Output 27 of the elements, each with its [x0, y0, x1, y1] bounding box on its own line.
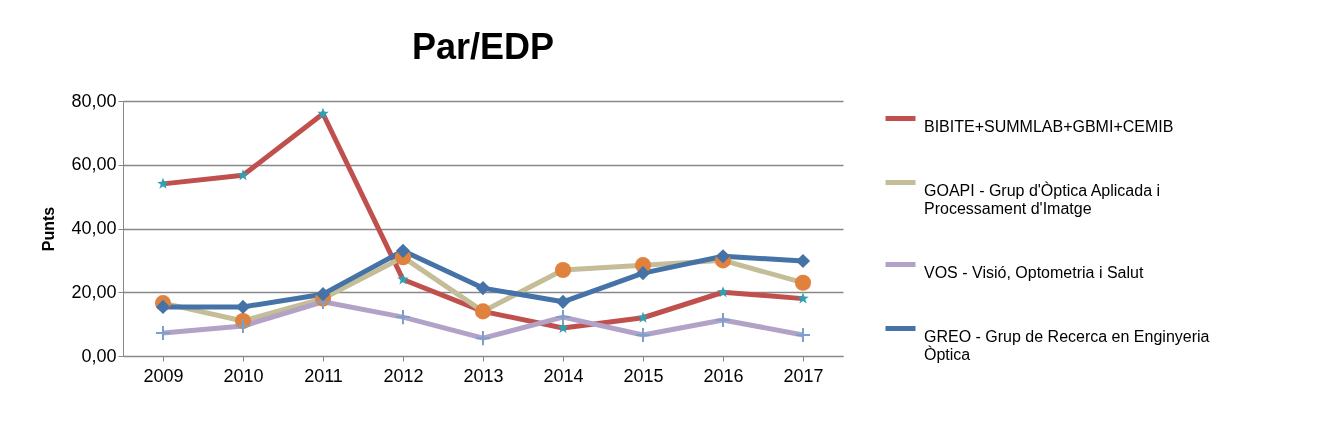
point	[315, 287, 331, 302]
x-tick-label: 2011	[304, 365, 343, 386]
x-tick-label: 2009	[143, 365, 184, 386]
x-tick-label: 2016	[703, 365, 744, 386]
legend-label: GREO - Grup de Recerca en Enginyeria Òptica	[924, 327, 1210, 363]
x-tick-label: 2015	[623, 365, 664, 386]
y-axis-title: Punts	[40, 206, 58, 252]
chart-title: Par/EDP	[411, 26, 555, 67]
y-tick-label: 40,00	[71, 218, 117, 238]
legend-label: GOAPI - Grup d'Òptica Aplicada i Processament d'Imatge	[924, 180, 1161, 217]
y-tick-label: 20,00	[71, 281, 117, 302]
point	[475, 281, 491, 296]
y-tick-label: 60,00	[71, 154, 117, 175]
point	[715, 249, 731, 264]
point	[155, 299, 171, 314]
y-tick-label: 80,00	[71, 90, 117, 111]
x-tick-label: 2014	[543, 365, 584, 386]
legend-label: BIBITE+SUMMLAB+GBMI+CEMIB	[924, 117, 1174, 135]
x-tick-label: 2017	[783, 365, 824, 386]
x-tick-label: 2010	[223, 365, 264, 386]
point	[395, 243, 411, 258]
point	[635, 266, 651, 281]
legend-label: VOS - Visió, Optometria i Salut	[924, 263, 1144, 281]
x-tick-label: 2013	[463, 365, 504, 386]
point	[555, 294, 571, 309]
x-tick-label: 2012	[383, 365, 424, 386]
y-tick-label: 0,00	[81, 345, 117, 366]
